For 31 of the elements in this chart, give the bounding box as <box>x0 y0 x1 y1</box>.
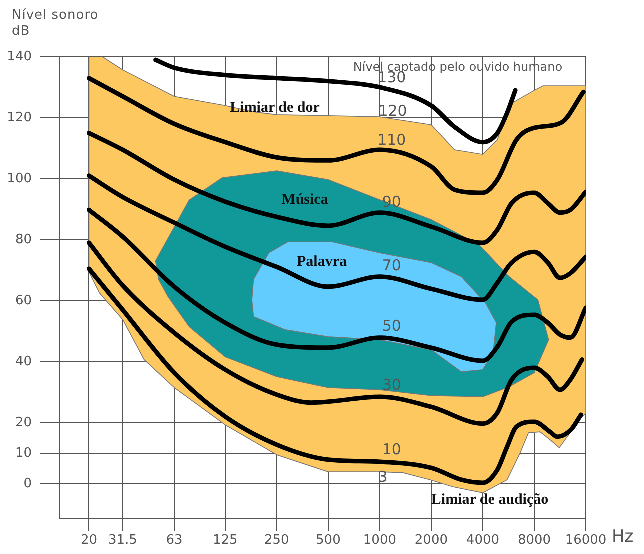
x-tick-label: 250 <box>264 533 290 548</box>
y-axis-title: Nível sonoro dB <box>12 8 100 40</box>
y-tick-label: 40 <box>15 354 32 370</box>
annotation: 120 <box>378 102 408 120</box>
y-tick-label: 60 <box>15 293 32 308</box>
x-tick-label: 125 <box>212 533 238 548</box>
x-tick-label: 8000 <box>518 533 552 548</box>
y-tick-label: 10 <box>15 446 32 461</box>
series-label: 50 <box>382 317 402 336</box>
x-tick-label: 500 <box>316 533 341 548</box>
annotation: Limiar de dor <box>230 100 320 116</box>
series-label: 110 <box>378 130 406 149</box>
x-tick-label: 20 <box>80 533 98 548</box>
x-axis-title: Hz <box>612 527 634 547</box>
x-tick-label: 1000 <box>363 533 396 548</box>
series-label: 10 <box>382 440 402 458</box>
y-tick-label: 100 <box>7 171 32 186</box>
annotation: Palavra <box>297 254 348 270</box>
series-label: 30 <box>382 376 402 394</box>
x-tick-label: 31.5 <box>108 533 138 548</box>
x-tick-label: 63 <box>166 533 183 548</box>
x-tick-label: 4000 <box>466 533 500 548</box>
y-tick-label: 0 <box>24 476 32 492</box>
series-label: 70 <box>382 256 402 275</box>
y-tick-label: 20 <box>15 415 32 430</box>
annotation: Música <box>282 192 329 208</box>
x-tick-label: 16000 <box>565 533 607 548</box>
x-tick-label: 2000 <box>414 533 448 548</box>
y-tick-label: 120 <box>7 110 32 126</box>
y-tick-label: 80 <box>15 232 32 248</box>
y-tick-label: 140 <box>7 49 32 64</box>
